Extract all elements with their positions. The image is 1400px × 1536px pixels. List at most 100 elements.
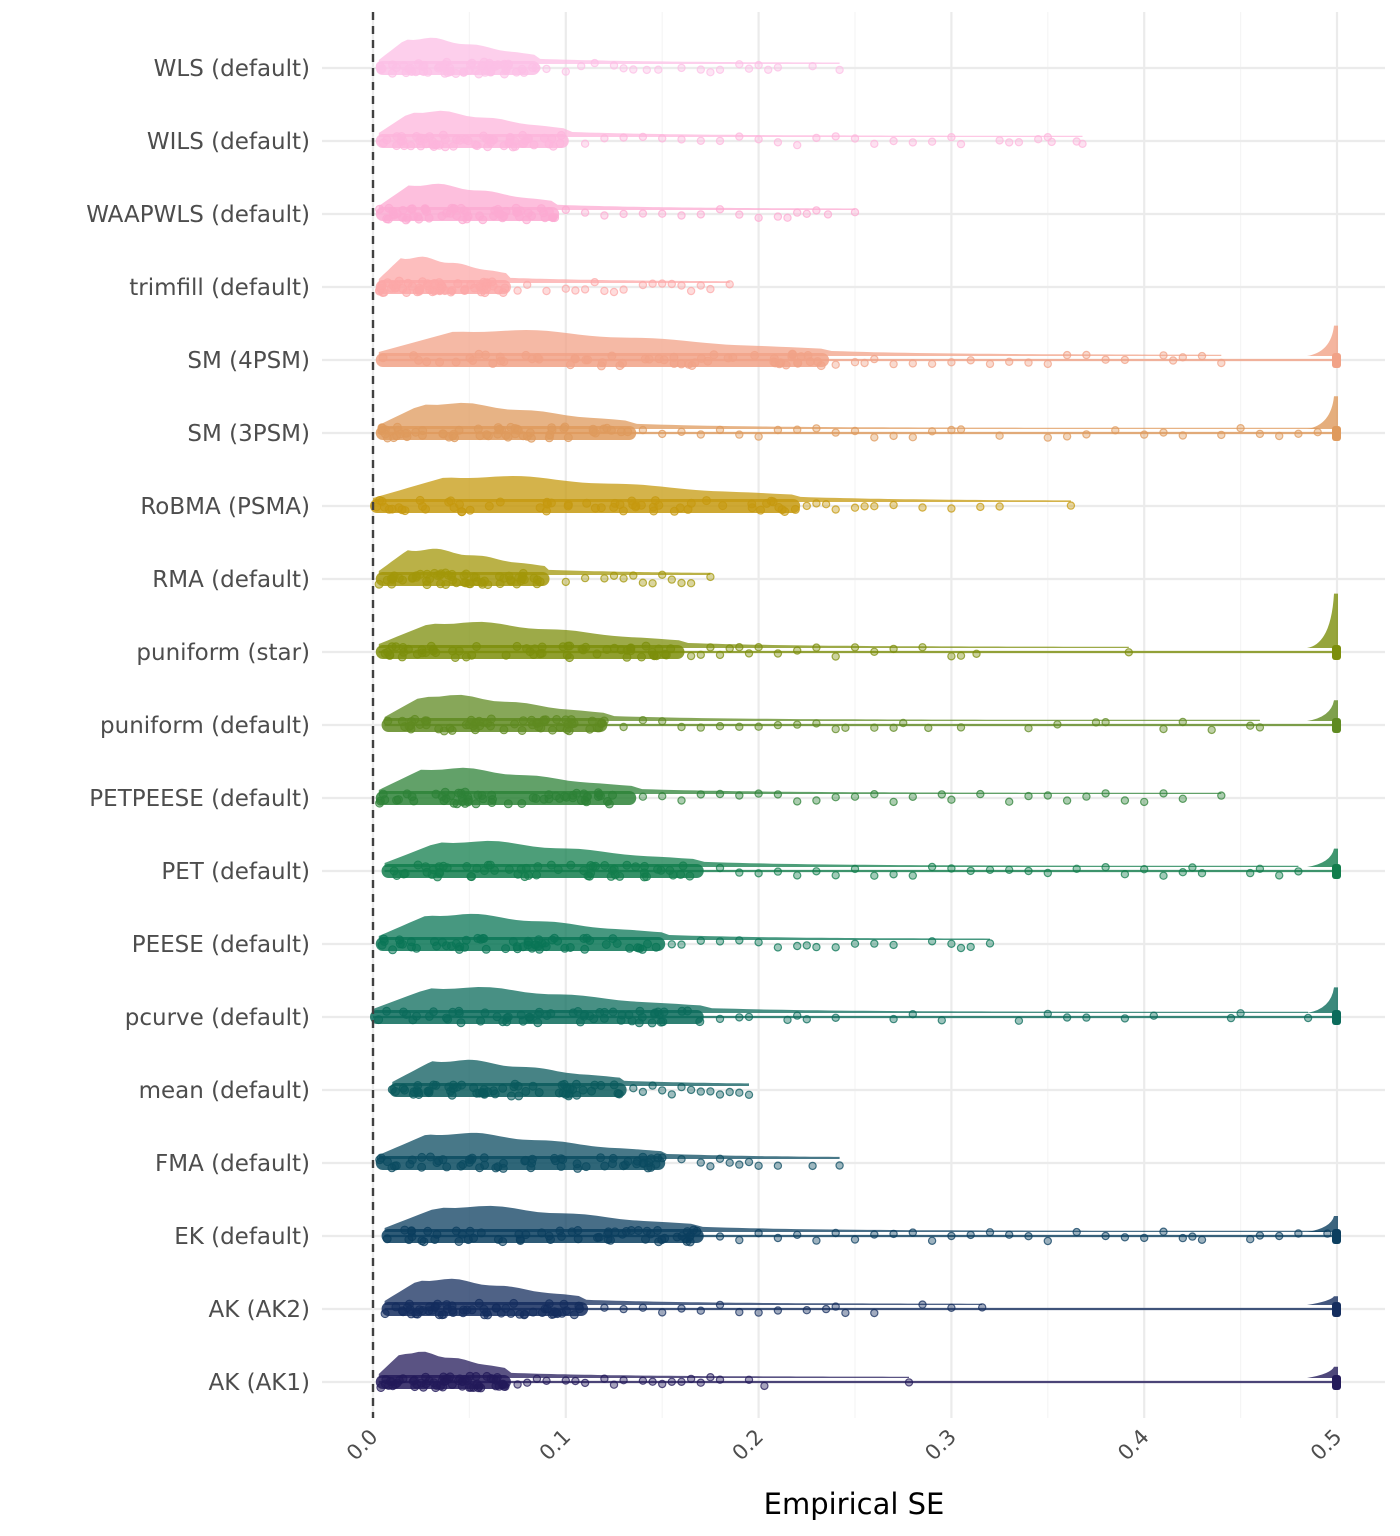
jitter-point [590, 503, 600, 513]
density-cloud [378, 330, 1222, 356]
tail-point [773, 943, 783, 952]
tail-point [1024, 1231, 1033, 1241]
jitter-point [457, 507, 467, 517]
jitter-point [533, 862, 543, 872]
tail-point [648, 1377, 657, 1386]
tail-point [889, 797, 898, 807]
jitter-point [485, 860, 495, 870]
boundary-cluster [1332, 718, 1341, 733]
jitter-point [644, 354, 654, 364]
jitter-point [486, 721, 495, 731]
tail-point [1245, 1234, 1255, 1244]
jitter-point [586, 861, 596, 870]
jitter-point [432, 1158, 442, 1168]
jitter-point [515, 1236, 525, 1245]
jitter-point [439, 726, 449, 736]
tail-point [686, 286, 696, 296]
density-cloud [378, 913, 990, 940]
jitter-point [540, 213, 550, 223]
tail-point [841, 1308, 850, 1318]
tail-point [1255, 864, 1265, 874]
jitter-point [602, 645, 612, 654]
tail-point [870, 647, 879, 657]
jitter-point [626, 644, 635, 654]
tail-point [831, 943, 840, 952]
tail-point [638, 1376, 648, 1385]
jitter-point [537, 1228, 547, 1238]
jitter-point [790, 504, 800, 514]
jitter-point [503, 432, 513, 442]
tail-point [1043, 433, 1053, 442]
jitter-point [552, 1308, 561, 1318]
y-tick-label: WILS (default) [147, 129, 310, 155]
tail-point [677, 427, 686, 436]
tail-point [812, 942, 821, 952]
jitter-point [447, 725, 457, 735]
density-spike [1307, 325, 1338, 356]
jitter-point [544, 139, 554, 149]
tail-point [754, 938, 763, 947]
tail-point [889, 1014, 898, 1024]
jitter-point [480, 1008, 490, 1018]
jitter-point [642, 872, 651, 882]
tail-point [889, 644, 898, 654]
jitter-point [424, 1086, 434, 1096]
jitter-point [578, 1085, 588, 1095]
jitter-point [451, 357, 461, 367]
jitter-point [407, 204, 417, 214]
tail-point [706, 1087, 715, 1096]
jitter-point [750, 350, 760, 360]
jitter-point [415, 495, 425, 505]
tail-point [696, 1087, 706, 1096]
jitter-point [379, 934, 389, 944]
tail-point [715, 650, 725, 660]
jitter-point [596, 1153, 606, 1163]
jitter-point [526, 1163, 536, 1173]
tail-point [956, 425, 966, 434]
jitter-point [569, 1310, 579, 1320]
boundary-cluster [1332, 353, 1341, 368]
jitter-point [375, 798, 385, 808]
jitter-point [513, 207, 523, 217]
tail-point [619, 133, 628, 142]
tail-point [773, 790, 783, 799]
tail-point [725, 644, 734, 653]
jitter-point [567, 719, 577, 729]
tail-point [754, 869, 763, 878]
tail-point [735, 936, 744, 945]
jitter-point [387, 1085, 397, 1095]
jitter-point [571, 1079, 581, 1089]
tail-point [802, 1305, 812, 1315]
jitter-point [683, 1006, 692, 1016]
jitter-point [380, 1379, 390, 1389]
tail-point [677, 1304, 686, 1313]
jitter-point [581, 355, 591, 365]
tail-point [735, 1160, 744, 1169]
tail-point [1120, 796, 1130, 805]
jitter-point [685, 1237, 695, 1247]
tail-point [1159, 871, 1168, 880]
tail-point [793, 646, 802, 655]
tail-point [966, 942, 975, 952]
tail-point [1120, 355, 1130, 365]
tail-point [793, 720, 802, 729]
tail-point [754, 722, 763, 731]
tail-point [1207, 725, 1216, 735]
tail-point [561, 1376, 571, 1385]
tail-point [654, 65, 663, 74]
jitter-point [387, 68, 397, 78]
jitter-point [495, 579, 505, 589]
tail-point [696, 281, 706, 290]
tail-point [764, 65, 773, 75]
tail-point [889, 723, 898, 733]
tail-point [899, 718, 908, 728]
jitter-point [482, 430, 492, 440]
jitter-point [766, 496, 776, 506]
tail-point [1005, 357, 1014, 366]
jitter-point [414, 214, 424, 224]
tail-point [1082, 350, 1091, 360]
tail-point [696, 650, 706, 660]
jitter-point [451, 578, 461, 588]
tail-point [924, 723, 933, 733]
